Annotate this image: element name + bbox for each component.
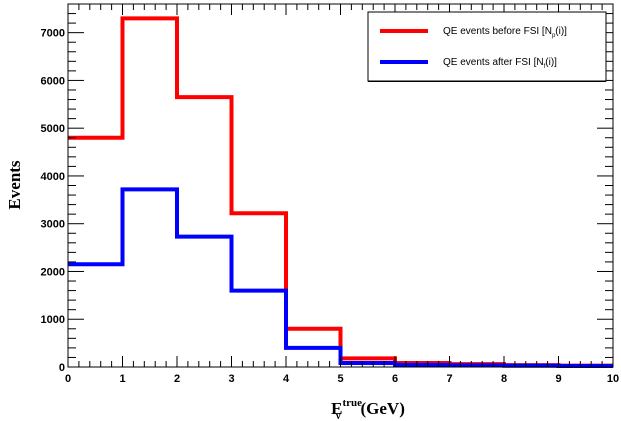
y-tick-label-2: 2000 [41, 266, 65, 278]
x-tick-label-5: 5 [337, 373, 343, 385]
x-axis-title-sub: ν [335, 411, 341, 421]
legend-label-before-fsi: QE events before FSI [Np(i)] [443, 26, 567, 39]
y-tick-label-6: 6000 [41, 75, 65, 87]
x-axis-title-sup: true [342, 397, 362, 409]
x-axis-title: Etrue ν (GeV) [331, 397, 405, 421]
x-axis-title-unit: (GeV) [360, 399, 404, 418]
x-tick-label-0: 0 [65, 373, 71, 385]
tick-labels-layer: 0 1 2 3 4 5 6 7 8 9 10 0 1000 2000 3000 4000 5000 6000 700… [41, 28, 620, 385]
legend-label-after-fsi: QE events after FSI [Nf(i)] [443, 57, 557, 70]
x-tick-label-2: 2 [174, 373, 180, 385]
x-tick-label-1: 1 [119, 373, 125, 385]
x-tick-label-10: 10 [607, 373, 619, 385]
ticks-layer [67, 3, 614, 368]
x-tick-label-9: 9 [555, 373, 561, 385]
x-axis-title-main: E [331, 399, 342, 418]
x-tick-label-8: 8 [501, 373, 507, 385]
x-tick-label-4: 4 [283, 373, 290, 385]
y-tick-label-7: 7000 [41, 28, 65, 40]
y-tick-label-3: 3000 [41, 219, 65, 231]
legend: QE events before FSI [Np(i)] QE events a… [367, 11, 607, 82]
y-axis-title: Events [5, 160, 24, 210]
x-tick-label-6: 6 [392, 373, 398, 385]
x-tick-label-3: 3 [228, 373, 234, 385]
x-tick-label-7: 7 [446, 373, 452, 385]
y-tick-label-1: 1000 [41, 314, 65, 326]
legend-box [367, 11, 607, 82]
y-tick-label-0: 0 [59, 362, 65, 374]
y-tick-label-5: 5000 [41, 123, 65, 135]
legend-shadow [368, 81, 606, 82]
y-tick-label-4: 4000 [41, 171, 65, 183]
